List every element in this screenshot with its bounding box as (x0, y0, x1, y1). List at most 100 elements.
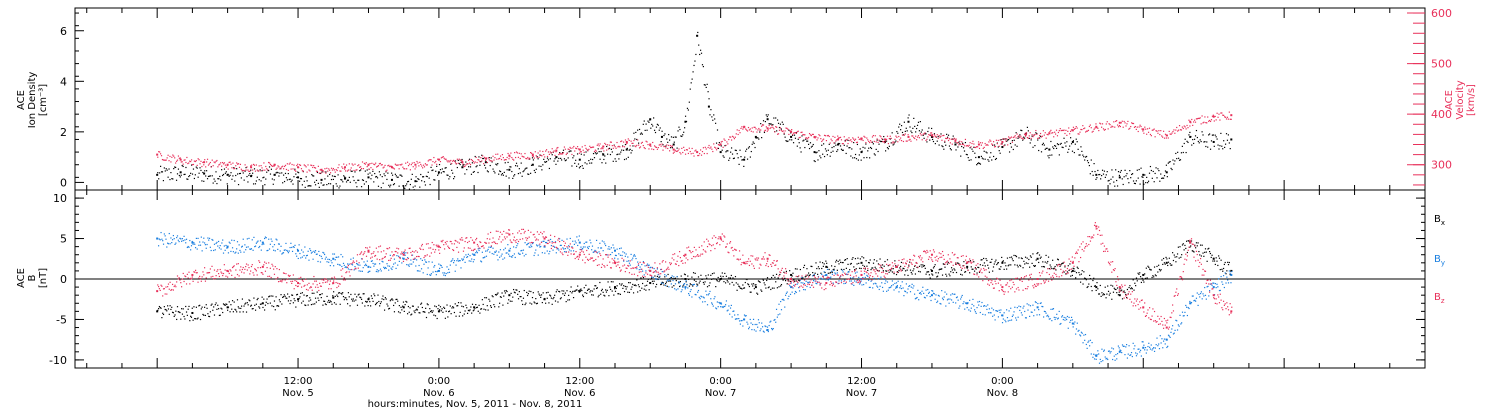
top-series-0-sample-632 (750, 150, 752, 153)
bottom-series-0-sample-91 (231, 300, 234, 302)
bottom-series-0-sample-1044 (1015, 255, 1017, 257)
top-series-0-point-45 (1118, 176, 1121, 179)
top-series-0-sample-466 (594, 152, 597, 154)
bottom-series-1-sample-364 (456, 260, 458, 262)
top-series-0-sample-361 (496, 164, 498, 166)
bottom-series-0-sample-1216 (1156, 265, 1158, 268)
top-series-1-sample-450 (579, 151, 581, 153)
bottom-series-0-sample-204 (324, 303, 327, 305)
bottom-series-0-sample-738 (763, 282, 765, 284)
bottom-series-0-sample-1177 (1124, 291, 1126, 294)
top-series-0-sample-310 (448, 178, 450, 180)
bottom-series-1-sample-920 (913, 285, 915, 287)
top-series-0-sample-1039 (1132, 180, 1135, 182)
top-series-1-sample-425 (556, 147, 558, 149)
top-series-1-sample-616 (735, 133, 737, 135)
top-series-1-sample-1026 (1120, 122, 1122, 124)
bottom-series-0-sample-128 (262, 306, 264, 309)
top-series-0-sample-1139 (1226, 139, 1229, 141)
bottom-series-1-sample-695 (728, 305, 730, 307)
top-series-1-sample-1114 (1203, 121, 1205, 123)
bottom-series-0-sample-450 (526, 294, 529, 297)
top-series-0-sample-844 (949, 148, 951, 150)
top-series-0-sample-441 (571, 165, 573, 167)
top-series-0-sample-751 (862, 146, 864, 148)
bottom-series-0-sample-135 (268, 296, 270, 298)
top-series-1-sample-1120 (1209, 119, 1211, 122)
top-series-1-sample-111 (261, 167, 263, 169)
top-series-1-sample-936 (1036, 133, 1038, 135)
top-series-0-sample-116 (266, 171, 268, 173)
top-series-0-sample-1097 (1187, 141, 1189, 144)
top-series-1-sample-1049 (1142, 130, 1144, 132)
bottom-series-0-sample-1030 (1003, 268, 1005, 270)
top-series-1-sample-530 (654, 146, 657, 148)
top-series-1-sample-500 (626, 142, 628, 144)
top-series-1-sample-726 (838, 137, 841, 139)
bottom-series-0-sample-45 (194, 317, 196, 320)
top-series-1-sample-462 (591, 146, 593, 149)
top-series-1-sample-858 (962, 143, 965, 145)
top-series-0-sample-508 (634, 138, 636, 140)
top-series-1-sample-228 (371, 162, 373, 164)
top-series-1-sample-423 (554, 154, 556, 157)
top-series-1-sample-64 (217, 166, 219, 168)
bottom-series-0-sample-503 (570, 286, 572, 288)
bottom-series-0-sample-889 (887, 265, 889, 267)
bottom-series-1-sample-845 (851, 283, 853, 285)
bottom-series-0-sample-730 (757, 293, 759, 295)
top-series-0-sample-102 (252, 183, 255, 185)
bottom-series-0-sample-673 (710, 274, 712, 276)
top-series-0-sample-570 (692, 71, 694, 73)
bottom-series-0-sample-719 (748, 284, 750, 286)
top-series-0-sample-420 (551, 154, 553, 156)
top-series-0-sample-483 (610, 148, 612, 150)
top-series-0-sample-363 (498, 173, 500, 175)
bottom-series-1-sample-1027 (1001, 314, 1003, 316)
top-series-0-sample-43 (197, 176, 199, 178)
top-series-1-sample-1113 (1202, 122, 1204, 124)
top-series-0-sample-323 (460, 161, 462, 163)
bottom-series-0-sample-1135 (1089, 278, 1092, 280)
top-series-1-sample-358 (493, 159, 495, 161)
top-series-1-point-7 (320, 168, 323, 171)
top-series-1-sample-1016 (1111, 125, 1113, 127)
bottom-series-1-sample-424 (505, 252, 507, 254)
bottom-tick-label: 10 (53, 192, 67, 205)
top-series-1-sample-675 (791, 128, 793, 131)
bottom-series-1-sample-383 (471, 253, 474, 255)
top-series-1-sample-549 (672, 152, 674, 154)
bottom-series-0-sample-173 (299, 296, 301, 298)
bottom-series-0-sample-462 (536, 302, 539, 304)
bottom-series-0-sample-1221 (1160, 269, 1162, 271)
bottom-series-0-sample-700 (732, 277, 734, 279)
top-series-1-sample-84 (236, 162, 238, 164)
bottom-series-1-sample-539 (600, 247, 602, 249)
top-series-1-sample-1097 (1187, 127, 1189, 129)
bottom-series-0-sample-41 (190, 316, 193, 318)
top-series-1-sample-990 (1086, 130, 1089, 132)
bottom-series-0-sample-198 (319, 293, 322, 296)
bottom-series-0-sample-1126 (1082, 283, 1084, 285)
bottom-series-0-sample-187 (310, 303, 313, 306)
top-series-0-sample-852 (957, 146, 959, 148)
bottom-series-0-sample-288 (393, 311, 396, 313)
bottom-series-1-sample-716 (745, 315, 747, 317)
bottom-series-0-sample-979 (961, 274, 963, 276)
top-series-1-sample-569 (691, 147, 693, 150)
bottom-series-1-sample-294 (398, 260, 400, 262)
bottom-series-0-sample-828 (837, 260, 839, 263)
bottom-series-1-sample-908 (903, 295, 905, 297)
top-series-1-sample-807 (915, 135, 917, 137)
top-series-0-sample-976 (1073, 151, 1075, 154)
bottom-series-0-sample-970 (954, 269, 956, 271)
bottom-series-0-sample-37 (187, 308, 189, 310)
top-series-1-sample-673 (789, 130, 791, 132)
top-series-1-sample-431 (561, 153, 564, 155)
top-series-0-sample-518 (643, 120, 645, 122)
bottom-series-1-sample-174 (300, 257, 302, 259)
bottom-series-0-sample-103 (241, 298, 244, 300)
bottom-series-0-sample-1125 (1081, 270, 1083, 272)
top-series-1-sample-1088 (1178, 125, 1181, 127)
bottom-series-1-sample-1082 (1046, 315, 1048, 317)
